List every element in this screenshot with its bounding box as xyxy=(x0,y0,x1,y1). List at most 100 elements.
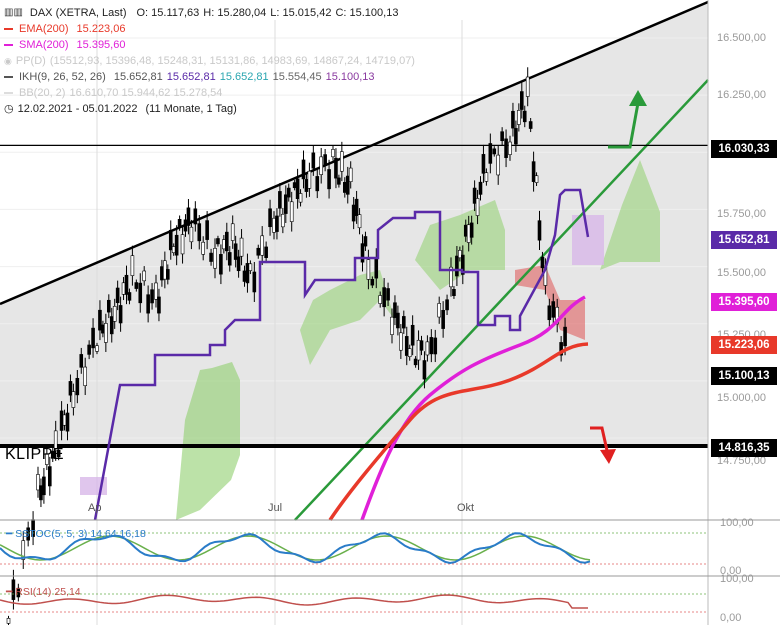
candle-body-48 xyxy=(171,246,176,254)
candle-body-118 xyxy=(401,316,406,329)
candle-body-143 xyxy=(481,154,486,174)
candle-body-29 xyxy=(109,316,114,335)
candle-body-121 xyxy=(410,324,415,346)
candle-body-113 xyxy=(386,288,390,301)
candle-body-39 xyxy=(142,270,146,282)
candle-body-146 xyxy=(492,148,497,155)
candle-body-101 xyxy=(345,175,350,195)
candle-body-87 xyxy=(298,193,303,203)
candle-body-116 xyxy=(396,312,400,329)
sstoc-legend: ━ SSTOC(5, 5, 3) 14,64 16,18 xyxy=(6,528,146,540)
candle-body-14 xyxy=(59,410,64,431)
y-tick-16500: 16.500,00 xyxy=(717,32,766,44)
y-tick-14750: 14.750,00 xyxy=(717,455,766,467)
candle-body-17 xyxy=(68,381,73,396)
candle-body-149 xyxy=(504,138,508,158)
candle-body-120 xyxy=(407,348,412,357)
candle-body-80 xyxy=(278,191,282,209)
candle-body-11 xyxy=(50,450,55,459)
candle-body-98 xyxy=(337,177,341,185)
sstoc-label: SSTOC(5, 5, 3) xyxy=(15,528,88,540)
candle-body-49 xyxy=(174,234,179,256)
sstoc-value-1: 14,64 xyxy=(90,528,117,540)
rsi-legend: ━ RSI(14) 25,14 xyxy=(6,586,81,598)
candle-body-62 xyxy=(219,254,223,275)
candle-body-67 xyxy=(233,243,238,260)
candle-body-111 xyxy=(378,295,383,304)
candle-body-40 xyxy=(146,294,150,314)
candle-body-8 xyxy=(42,476,46,496)
candle-body-82 xyxy=(283,194,288,214)
candle-body-126 xyxy=(425,341,430,356)
candle-body-16 xyxy=(65,412,70,432)
candle-body-92 xyxy=(315,176,320,192)
candle-body-71 xyxy=(245,263,250,284)
candle-body-24 xyxy=(95,345,99,352)
candle-body-112 xyxy=(382,287,386,308)
candle-body-164 xyxy=(551,301,556,318)
sstoc-value-2: 16,18 xyxy=(119,528,146,540)
candle-body-36 xyxy=(130,255,135,276)
candle-body-117 xyxy=(399,332,403,351)
candle-body-43 xyxy=(157,296,161,314)
candle-body-153 xyxy=(517,110,521,125)
candle-body-58 xyxy=(205,220,209,240)
candle-body-136 xyxy=(460,254,465,275)
upper-trendline xyxy=(0,0,709,306)
candle-body-75 xyxy=(260,235,265,256)
candle-body-166 xyxy=(559,342,563,356)
candle-body-26 xyxy=(101,324,105,334)
candle-body-72 xyxy=(248,263,253,271)
candle-body-0 xyxy=(6,618,11,624)
candle-body-131 xyxy=(445,299,449,311)
candle-body-144 xyxy=(484,172,489,182)
candle-body-86 xyxy=(295,178,300,199)
x-tick-apr: Ap xyxy=(88,502,102,514)
candle-body-89 xyxy=(304,179,309,192)
rsi-swatch: ━ xyxy=(6,586,13,598)
candle-body-135 xyxy=(458,250,462,259)
candle-body-127 xyxy=(429,337,434,355)
candle-body-9 xyxy=(45,453,49,465)
candle-body-63 xyxy=(222,239,226,250)
candle-body-148 xyxy=(500,131,504,142)
candle-body-47 xyxy=(168,229,173,251)
candle-body-140 xyxy=(472,187,477,204)
candle-body-152 xyxy=(514,128,518,145)
candle-body-145 xyxy=(488,143,493,164)
green-arrow-head xyxy=(629,90,647,106)
candle-body-54 xyxy=(189,226,194,243)
candle-body-51 xyxy=(180,234,185,255)
candle-body-128 xyxy=(433,337,438,355)
candle-body-4 xyxy=(26,527,30,541)
candle-body-19 xyxy=(75,377,80,396)
candle-body-23 xyxy=(91,327,95,349)
candle-body-12 xyxy=(53,430,58,452)
candle-body-147 xyxy=(496,154,501,176)
ichimoku-cloud-d xyxy=(600,160,660,270)
candle-body-2 xyxy=(16,587,21,598)
candle-body-32 xyxy=(118,305,123,324)
candle-body-56 xyxy=(197,223,202,242)
candle-body-124 xyxy=(419,340,424,351)
candle-body-150 xyxy=(508,141,512,155)
candle-body-69 xyxy=(239,237,244,257)
candle-body-83 xyxy=(286,187,291,198)
candle-body-161 xyxy=(540,256,545,269)
candle-body-78 xyxy=(272,217,276,233)
candle-body-99 xyxy=(340,151,344,172)
candle-body-27 xyxy=(104,323,108,343)
ikh-line xyxy=(93,188,590,521)
candle-body-109 xyxy=(370,279,375,286)
candle-body-137 xyxy=(463,224,468,237)
candle-body-1 xyxy=(11,579,16,600)
rsi-axis-bottom: 0,00 xyxy=(720,612,742,624)
red-arrow-head xyxy=(600,449,616,464)
candle-body-151 xyxy=(511,110,515,129)
x-tick-okt: Okt xyxy=(457,502,475,514)
candle-body-132 xyxy=(449,266,453,288)
candle-body-138 xyxy=(466,224,471,243)
sstoc-swatch: ━ xyxy=(6,528,13,540)
